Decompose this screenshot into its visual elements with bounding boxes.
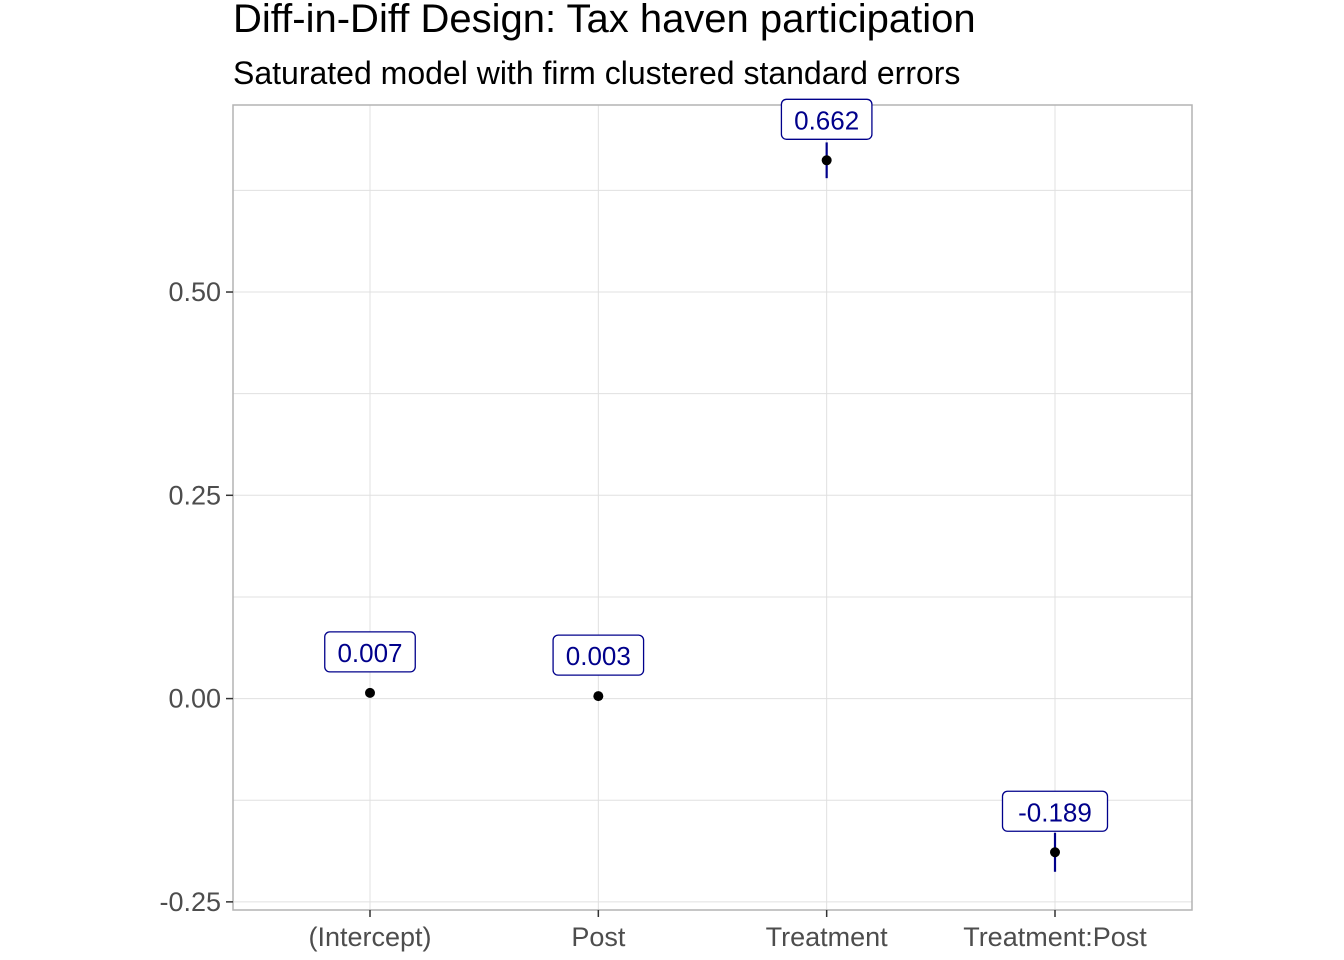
grid bbox=[233, 105, 1192, 910]
y-tick-label: 0.25 bbox=[168, 480, 221, 510]
data-label-box bbox=[552, 634, 645, 676]
y-axis: -0.25 0.00 0.25 0.50 bbox=[159, 277, 233, 917]
data-point bbox=[593, 691, 604, 702]
y-tick-label: 0.00 bbox=[168, 684, 221, 714]
y-tick-label: -0.25 bbox=[159, 887, 221, 917]
x-tick-label: (Intercept) bbox=[308, 922, 431, 952]
y-tick-label: 0.50 bbox=[168, 277, 221, 307]
panel-border bbox=[232, 104, 1193, 911]
data-point bbox=[1050, 847, 1060, 858]
data-point bbox=[365, 687, 375, 698]
chart-subtitle: Saturated model with firm clustered stan… bbox=[233, 55, 960, 91]
data-label-box bbox=[780, 98, 873, 140]
x-tick-label: Treatment bbox=[766, 922, 889, 952]
data-marks: 0.007 0.003 0.662 -0.189 bbox=[324, 98, 1109, 872]
data-label-box bbox=[1001, 790, 1109, 832]
data-label: 0.662 bbox=[794, 105, 859, 135]
data-label: 0.007 bbox=[337, 638, 402, 668]
x-axis: (Intercept) Post Treatment Treatment:Post bbox=[308, 910, 1147, 952]
data-label-box bbox=[324, 631, 416, 673]
chart-title: Diff-in-Diff Design: Tax haven participa… bbox=[233, 0, 976, 41]
data-point bbox=[821, 155, 832, 166]
x-tick-label: Treatment:Post bbox=[963, 922, 1147, 952]
data-label: -0.189 bbox=[1018, 797, 1092, 827]
x-tick-label: Post bbox=[571, 922, 626, 952]
data-label: 0.003 bbox=[566, 641, 631, 671]
